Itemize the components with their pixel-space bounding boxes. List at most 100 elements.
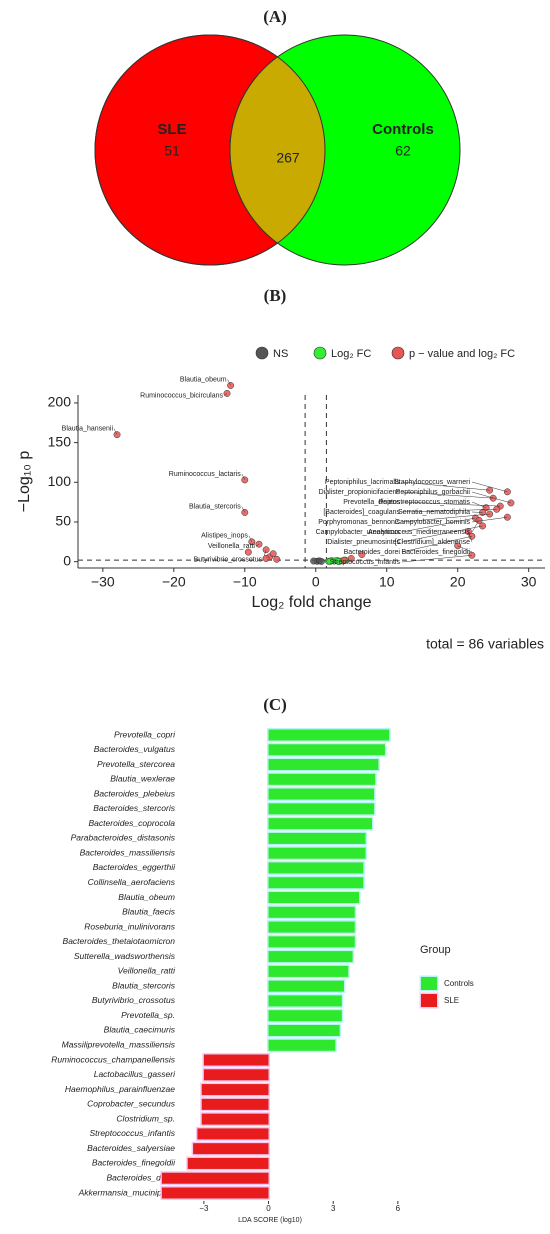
- point-label: Alistipes_inops: [201, 533, 248, 540]
- point-label: Campylobacter_ureolyticus: [316, 529, 401, 536]
- y-tick-label: 100: [48, 473, 72, 489]
- label-leader: [401, 525, 483, 543]
- y-axis-label: −Log₁₀ p: [16, 451, 33, 513]
- label-leader: [457, 545, 473, 553]
- point-label: Anaerococcus_mediterraneensis: [368, 529, 470, 536]
- label-leader: [227, 379, 231, 386]
- point-label: Blautia_hansenii: [62, 426, 114, 433]
- category-label: Blautia_stercoris: [112, 980, 176, 990]
- category-label: Bacteroides_coprocola: [89, 818, 176, 828]
- bar: [267, 934, 357, 949]
- category-label: Bacteroides_dorei: [106, 1172, 176, 1182]
- label-leader: [255, 543, 260, 547]
- category-label: Roseburia_inulinivorans: [84, 921, 175, 931]
- label-leader: [223, 393, 228, 396]
- x-tick-label: −30: [91, 574, 115, 590]
- category-label: Bacteroides_eggerthii: [93, 862, 176, 872]
- bar: [191, 1141, 271, 1156]
- category-label: Blautia_caecimuris: [104, 1025, 176, 1035]
- set-name: SLE: [157, 121, 186, 138]
- bar: [267, 875, 365, 890]
- point-label: Bacteroides_finegoldii: [402, 549, 471, 556]
- point-label: Bacteroides_dorei: [344, 549, 401, 556]
- point-label: Streptococcus_infantis: [330, 559, 401, 566]
- point: [262, 555, 270, 562]
- category-label: Coprobacter_secundus: [87, 1099, 176, 1109]
- bar: [267, 846, 368, 861]
- point: [326, 557, 334, 565]
- point: [340, 556, 348, 564]
- category-label: Blautia_obeum: [118, 892, 175, 902]
- bar: [267, 1023, 342, 1038]
- category-label: Bacteroides_thetaiotaomicron: [63, 936, 176, 946]
- bar: [267, 1038, 337, 1053]
- footnote: total = 86 variables: [426, 636, 544, 652]
- category-label: Akkermansia_muciniphila: [78, 1187, 176, 1197]
- point: [317, 557, 325, 565]
- category-label: Streptococcus_infantis: [89, 1128, 175, 1138]
- label-leader: [241, 473, 246, 481]
- bar: [267, 1008, 344, 1023]
- legend-swatch: [419, 992, 439, 1009]
- bar: [267, 890, 361, 905]
- bar: [267, 949, 355, 964]
- label-leader: [241, 506, 246, 513]
- set-count: 51: [164, 143, 180, 159]
- venn-outline: [94, 34, 326, 266]
- label-leader: [401, 509, 497, 513]
- point: [347, 555, 355, 562]
- category-label: Prevotella_sp.: [121, 1010, 175, 1020]
- bar: [195, 1126, 271, 1141]
- label-leader: [113, 428, 118, 435]
- point-label: Staphylococcus_warneri: [394, 479, 470, 486]
- label-leader: [401, 491, 494, 499]
- bar: [267, 728, 391, 742]
- bar: [267, 993, 344, 1008]
- label-leader: [471, 520, 480, 533]
- point-label: [Bacteroides]_coagulans: [323, 509, 400, 516]
- x-tick-label: 0: [266, 1204, 271, 1213]
- category-label: Parabacteroides_distasonis: [71, 833, 176, 843]
- point-label: Veillonella_ratti: [208, 543, 256, 550]
- x-tick-label: 10: [379, 574, 395, 590]
- x-tick-label: 20: [450, 574, 466, 590]
- intersection-count: 267: [276, 150, 300, 166]
- legend-swatch: [313, 346, 327, 360]
- panel-label: (C): [263, 695, 287, 714]
- category-label: Massiliprevotella_massiliensis: [62, 1040, 176, 1050]
- point-label: Porphyromonas_bennonis: [318, 519, 400, 526]
- point: [273, 555, 281, 563]
- category-label: Ruminococcus_champanellensis: [51, 1054, 176, 1064]
- category-label: Bacteroides_plebeius: [94, 788, 176, 798]
- x-tick-label: −10: [233, 574, 257, 590]
- bar: [267, 964, 350, 979]
- y-tick-label: 50: [55, 513, 71, 529]
- category-label: Clostridium_sp.: [116, 1113, 175, 1123]
- point: [244, 548, 252, 556]
- label-leader: [401, 517, 476, 533]
- y-tick-label: 0: [63, 552, 71, 568]
- label-leader: [401, 481, 490, 491]
- point-label: Butyrivibrio_crossotus: [194, 557, 263, 564]
- bar: [267, 831, 368, 846]
- label-leader: [471, 491, 512, 504]
- bar: [200, 1082, 271, 1097]
- category-label: Collinsella_aerofaciens: [88, 877, 176, 887]
- bar: [202, 1067, 271, 1082]
- bar: [267, 757, 380, 772]
- y-tick-label: 200: [48, 394, 72, 410]
- label-leader: [471, 516, 508, 523]
- x-axis-label: Log₂ fold change: [251, 594, 371, 611]
- label-leader: [471, 481, 508, 493]
- category-label: Bacteroides_salyersiae: [87, 1143, 175, 1153]
- point-label: Dialister_propionicifaciens: [319, 489, 401, 496]
- category-label: Haemophilus_parainfluenzae: [65, 1084, 175, 1094]
- category-label: Sutterella_wadsworthensis: [74, 951, 176, 961]
- point-label: Peptoniphilus_lacrimalis: [325, 479, 401, 486]
- legend-swatch: [419, 975, 439, 992]
- category-label: Blautia_faecis: [122, 907, 176, 917]
- point-label: Serratia_nematodiphila: [398, 509, 470, 516]
- label-leader: [401, 555, 472, 563]
- bar: [267, 816, 374, 831]
